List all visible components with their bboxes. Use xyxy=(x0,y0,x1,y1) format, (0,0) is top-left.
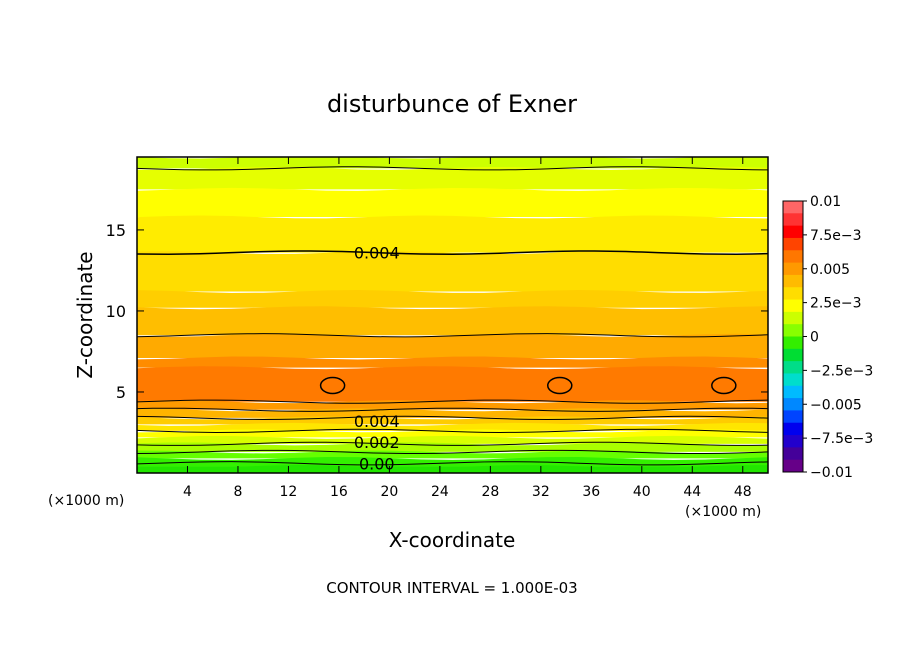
colorbar-swatch xyxy=(783,385,803,399)
colorbar-swatch xyxy=(783,311,803,325)
contour-band xyxy=(137,356,768,368)
y-tick-label: 5 xyxy=(116,383,126,402)
colorbar-swatch xyxy=(783,422,803,436)
contour-label: 0.004 xyxy=(354,244,400,263)
colorbar-swatch xyxy=(783,410,803,424)
colorbar-label: 2.5e−3 xyxy=(810,296,862,312)
chart-title: disturbunce of Exner xyxy=(327,90,577,118)
colorbar-label: 0 xyxy=(810,330,819,346)
x-unit-right: (×1000 m) xyxy=(685,504,761,520)
closed-contour xyxy=(319,376,346,395)
contour-band xyxy=(137,450,768,459)
contour-band xyxy=(137,290,768,308)
x-tick-label: 4 xyxy=(183,484,192,500)
contour-band xyxy=(137,166,768,190)
contour-band xyxy=(137,435,768,444)
colorbar-swatch xyxy=(783,213,803,227)
contour-line xyxy=(137,166,768,171)
contour-band xyxy=(137,442,768,452)
closed-contour xyxy=(547,376,573,395)
contour-band xyxy=(137,333,768,358)
contour-label: 0.00 xyxy=(359,454,395,473)
plot-frame xyxy=(136,156,769,474)
colorbar-swatch xyxy=(783,287,803,301)
contour-band xyxy=(137,215,768,253)
colorbar-label: 0.01 xyxy=(810,194,841,210)
x-tick-label: 44 xyxy=(683,484,701,500)
colorbar-swatch xyxy=(783,299,803,313)
x-tick-label: 40 xyxy=(633,484,651,500)
colorbar-label: 7.5e−3 xyxy=(810,228,862,244)
contour-band xyxy=(137,422,768,431)
colorbar-swatch xyxy=(783,250,803,264)
contour-band xyxy=(137,306,768,336)
contour-band xyxy=(137,466,768,473)
colorbar-swatch xyxy=(783,447,803,461)
colorbar-swatch xyxy=(783,348,803,362)
x-tick-label: 20 xyxy=(380,484,398,500)
x-axis-label: X-coordinate xyxy=(389,528,516,552)
y-tick-label: 15 xyxy=(106,221,126,240)
colorbar-label: 0.005 xyxy=(810,262,850,278)
x-tick-label: 36 xyxy=(582,484,600,500)
x-tick-label: 16 xyxy=(330,484,348,500)
contour-line xyxy=(137,441,768,446)
colorbar-label: −0.005 xyxy=(810,397,862,413)
y-tick-label: 10 xyxy=(106,302,126,321)
colorbar-swatch xyxy=(783,361,803,374)
contour-band xyxy=(137,157,768,169)
colorbar-swatch xyxy=(783,398,803,411)
contour-band xyxy=(137,429,768,438)
contour-line xyxy=(137,461,768,466)
colorbar-label: −7.5e−3 xyxy=(810,431,873,447)
closed-contour xyxy=(711,376,737,395)
contour-label: 0.002 xyxy=(354,433,400,452)
colorbar-swatch xyxy=(783,262,803,276)
x-tick-label: 24 xyxy=(431,484,449,500)
colorbar-swatch xyxy=(783,459,803,473)
contour-line xyxy=(137,415,768,421)
x-tick-label: 48 xyxy=(734,484,752,500)
x-tick-label: 32 xyxy=(532,484,550,500)
x-tick-label: 12 xyxy=(280,484,298,500)
y-axis: 5 10 15 xyxy=(106,221,768,402)
plot-area: 0.004 0.004 0.002 0.00 xyxy=(137,157,768,473)
contour-band xyxy=(137,251,768,292)
x-axis: 4 8 12 16 20 24 28 32 36 40 44 48 xyxy=(183,157,752,500)
contour-band xyxy=(137,366,768,402)
contour-line xyxy=(137,250,768,255)
x-tick-label: 28 xyxy=(481,484,499,500)
x-tick-label: 8 xyxy=(233,484,242,500)
colorbar-swatch xyxy=(783,237,803,251)
colorbar-swatch xyxy=(783,324,803,337)
x-unit-left: (×1000 m) xyxy=(48,493,124,509)
contour-line xyxy=(137,428,768,433)
colorbar-swatch xyxy=(783,201,803,214)
contour-band xyxy=(137,187,768,217)
colorbar-swatch xyxy=(783,336,803,350)
contour-line xyxy=(137,399,768,404)
contour-line xyxy=(137,333,768,338)
contour-label: 0.004 xyxy=(354,412,400,431)
contour-band xyxy=(137,408,768,418)
colorbar-label: −2.5e−3 xyxy=(810,363,873,379)
contour-line xyxy=(137,449,768,455)
colorbar-swatch xyxy=(783,435,803,448)
y-axis-label: Z-coordinate xyxy=(73,251,97,378)
colorbar-swatch xyxy=(783,225,803,239)
colorbar-swatch xyxy=(783,274,803,288)
colorbar-swatch xyxy=(783,373,803,387)
contour-interval-note: CONTOUR INTERVAL = 1.000E-03 xyxy=(326,579,577,597)
colorbar: 0.01 7.5e−3 0.005 2.5e−3 0 −2.5e−3 −0.005 −7.5e… xyxy=(782,194,873,481)
contour-line xyxy=(137,407,768,412)
colorbar-label: −0.01 xyxy=(810,465,853,481)
